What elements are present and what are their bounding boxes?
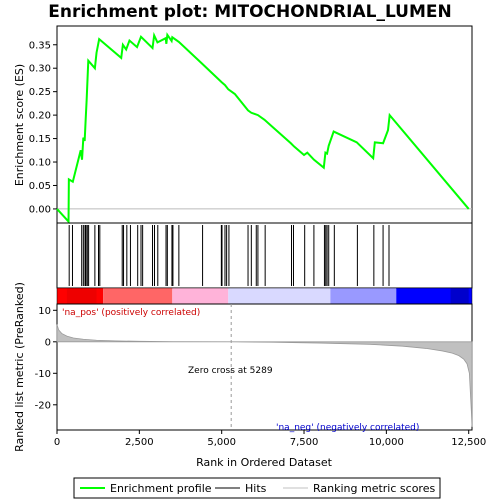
ranking-metric-area [56,324,473,427]
metric-y-tick-label: -20 [35,400,51,411]
heatmap-segment [450,288,469,304]
legend-label-metric: Ranking metric scores [313,482,435,495]
es-y-tick-label: 0.00 [29,204,51,215]
x-tick-label: 12,500 [451,437,486,448]
metric-y-tick-label: 10 [38,306,51,317]
heatmap-segment [330,288,397,304]
hits-marks [68,225,390,286]
x-tick-label: 10,000 [369,437,404,448]
heatmap-segment [66,288,97,304]
metric-y-axis-label: Ranked list metric (PreRanked) [13,282,26,452]
es-y-tick-label: 0.35 [29,40,51,51]
legend-label-hits: Hits [245,482,267,495]
es-y-tick-label: 0.15 [29,134,51,145]
x-ticks: 0 2,500 5,000 7,500 10,000 12,500 [54,430,486,448]
zero-cross-label: Zero cross at 5289 [188,366,273,376]
es-y-ticks: 0.00 0.05 0.10 0.15 0.20 0.25 0.30 0.35 [29,40,57,215]
metric-y-ticks: 10 0 -10 -20 [35,306,57,411]
metric-y-tick-label: 0 [45,337,51,348]
es-y-tick-label: 0.25 [29,87,51,98]
es-y-tick-label: 0.20 [29,111,51,122]
hits-panel-frame [56,222,473,289]
negative-correlation-label: 'na_neg' (negatively correlated) [276,423,419,433]
heatmap-segment [103,288,173,304]
legend-label-enrichment: Enrichment profile [110,482,212,495]
x-axis-label: Rank in Ordered Dataset [196,456,333,469]
x-tick-label: 7,500 [290,437,319,448]
positive-correlation-label: 'na_pos' (positively correlated) [62,308,200,318]
x-tick-label: 5,000 [207,437,236,448]
es-y-tick-label: 0.05 [29,181,51,192]
es-y-tick-label: 0.30 [29,64,51,75]
heatmap-segment [228,288,331,304]
x-tick-label: 2,500 [125,437,154,448]
ranking-heatmap-bar [57,288,472,304]
x-tick-label: 0 [54,437,60,448]
es-y-tick-label: 0.10 [29,158,51,169]
metric-y-tick-label: -10 [35,369,51,380]
chart-title: Enrichment plot: MITOCHONDRIAL_LUMEN [48,2,452,22]
es-y-axis-label: Enrichment score (ES) [13,64,26,186]
heatmap-segment [172,288,229,304]
legend: Enrichment profile Hits Ranking metric s… [73,477,441,499]
legend-box [73,477,441,499]
enrichment-profile-line [56,31,470,225]
